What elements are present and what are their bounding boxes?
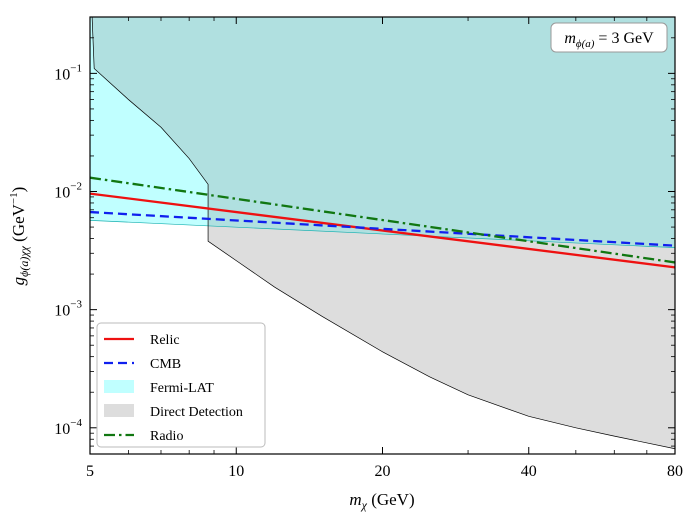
overlap-region <box>90 17 675 248</box>
legend-swatch-fermi <box>104 380 134 393</box>
legend-label-fermi: Fermi-LAT <box>150 381 214 396</box>
x-tick-label: 10 <box>228 463 244 480</box>
legend-frame <box>96 322 266 448</box>
legend-label-direct: Direct Detection <box>150 405 243 420</box>
legend-swatch-direct <box>104 404 134 417</box>
regions-layer <box>90 17 675 450</box>
legend-label-cmb: CMB <box>150 357 181 372</box>
mass-annotation: mϕ(a) = 3 GeV <box>550 22 668 53</box>
y-tick-label: 10−3 <box>54 299 82 320</box>
x-tick-label: 5 <box>86 463 94 480</box>
y-axis-label: gϕ(a)χχ (GeV−1) <box>8 187 31 286</box>
ticks-layer: 5 10 20 40 80 10−1 10−2 10−3 10−4 <box>54 17 683 480</box>
relic-line <box>90 192 675 269</box>
x-axis-label: mχ (GeV) <box>349 490 414 512</box>
legend-label-radio: Radio <box>150 429 183 444</box>
fermi-boundary <box>90 220 675 248</box>
x-tick-label: 20 <box>375 463 391 480</box>
x-tick-label: 80 <box>667 463 683 480</box>
y-tick-label: 10−2 <box>54 181 82 202</box>
y-tick-label: 10−4 <box>54 417 82 438</box>
radio-line <box>90 176 675 264</box>
lines-layer <box>90 176 675 269</box>
x-tick-label: 40 <box>521 463 537 480</box>
y-tick-label: 10−1 <box>54 62 82 83</box>
svg-text:mϕ(a) = 3 GeV: mϕ(a) = 3 GeV <box>564 30 654 50</box>
legend-label-relic: Relic <box>150 333 180 348</box>
direct-boundary <box>90 17 675 450</box>
legend: Relic CMB Fermi-LAT Direct Detection Radio <box>96 322 266 448</box>
